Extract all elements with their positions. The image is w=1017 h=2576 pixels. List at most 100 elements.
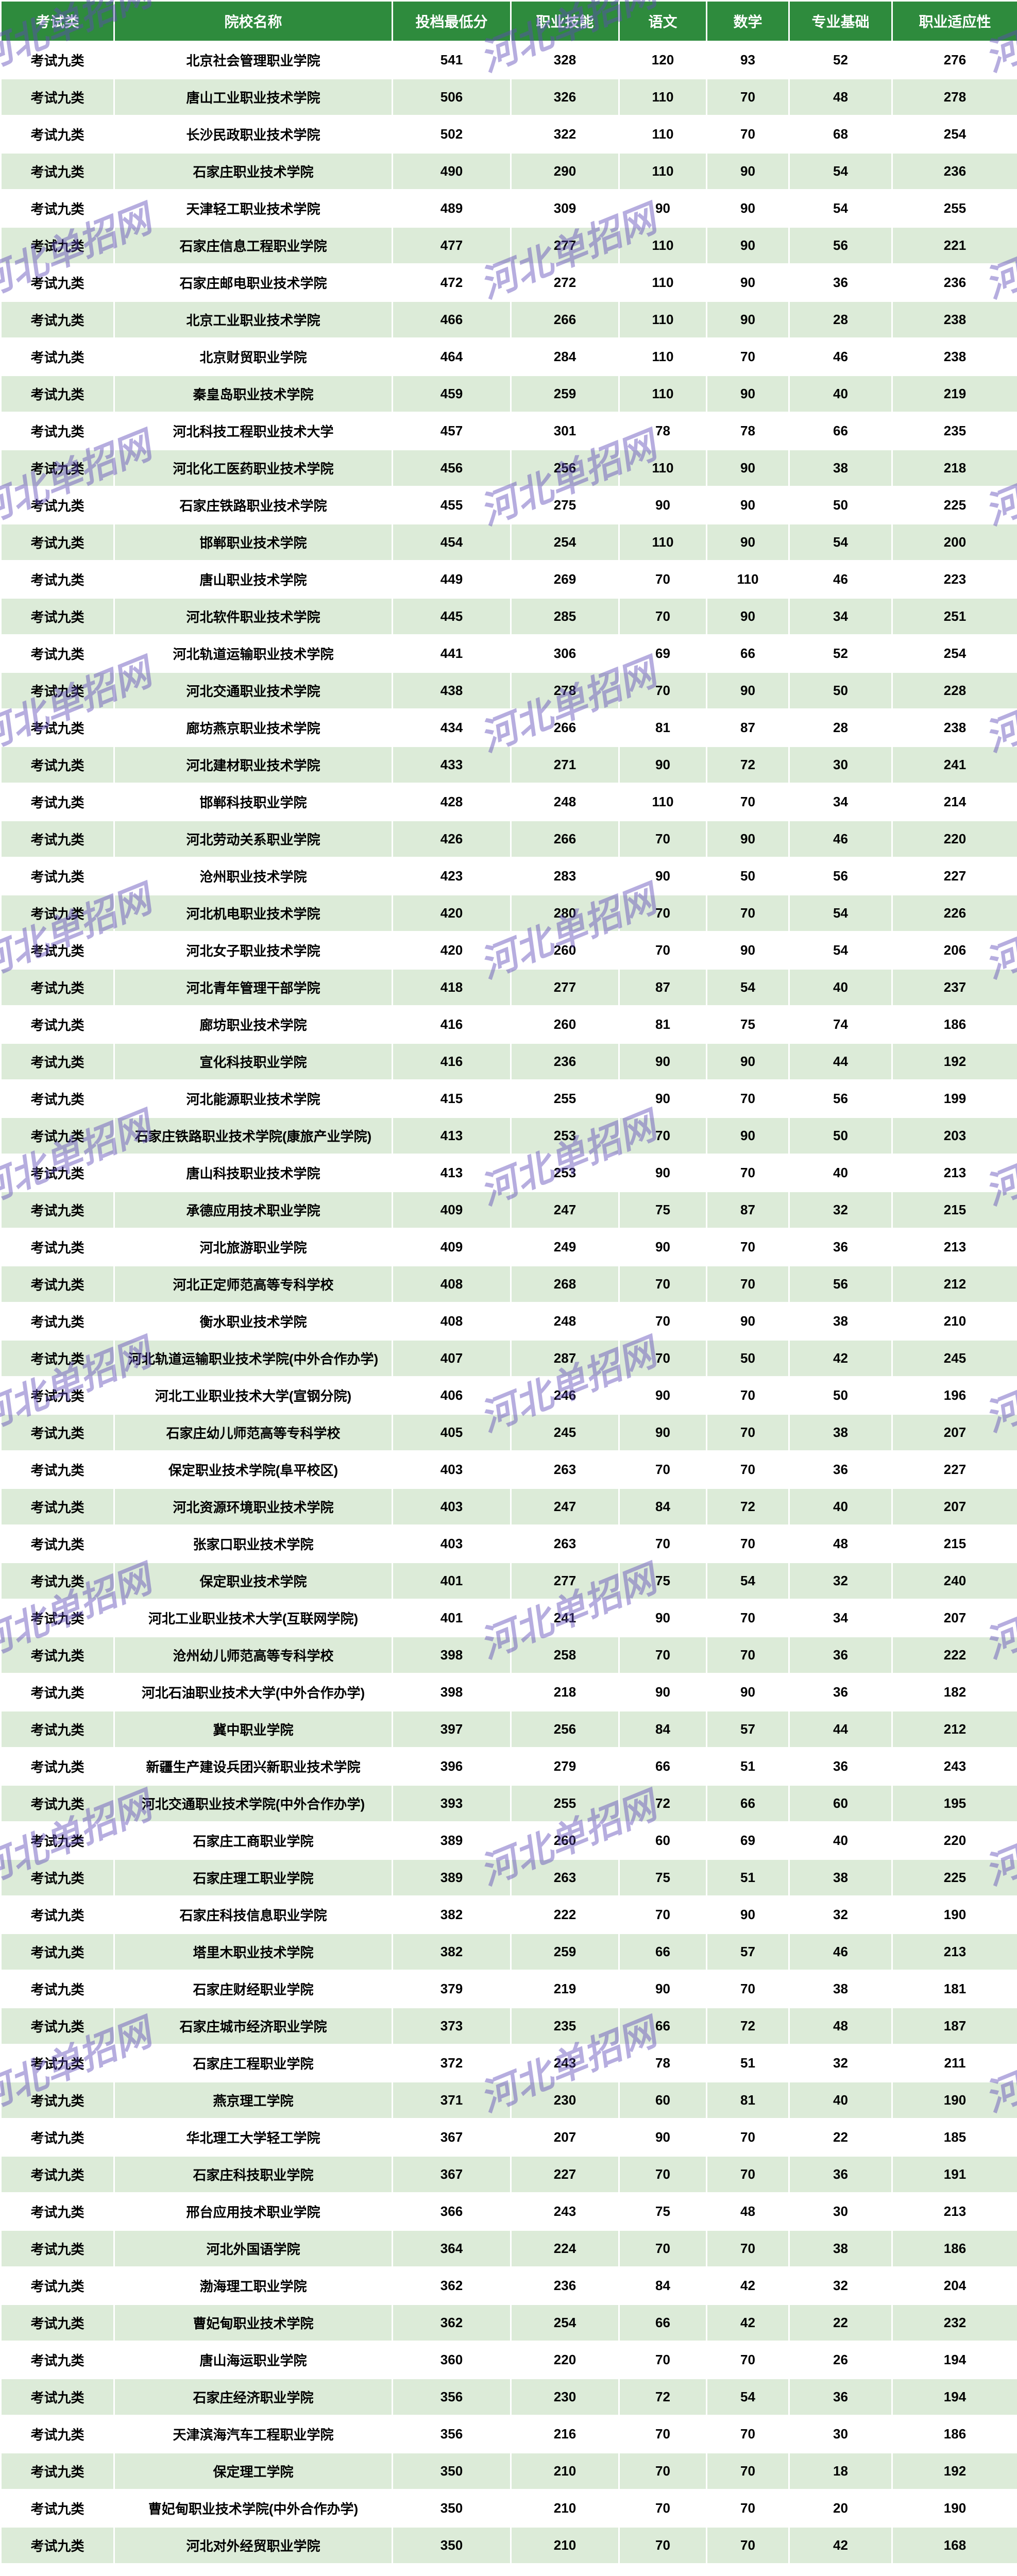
table-cell: 236 (892, 264, 1017, 301)
table-cell: 90 (619, 487, 707, 524)
table-cell: 247 (511, 1488, 619, 1526)
table-cell: 曹妃甸职业技术学院 (114, 2304, 393, 2342)
table-cell: 75 (707, 1006, 789, 1043)
table-row: 考试九类保定理工学院350210707018192 (1, 2453, 1017, 2490)
table-cell: 70 (707, 79, 789, 116)
table-cell: 52 (789, 635, 892, 672)
table-cell: 372 (393, 2045, 511, 2082)
table-cell: 360 (393, 2342, 511, 2379)
table-cell: 42 (789, 1340, 892, 1377)
table-row: 考试九类北京财贸职业学院4642841107046238 (1, 338, 1017, 376)
table-row: 考试九类石家庄职业技术学院4902901109054236 (1, 153, 1017, 190)
table-cell: 考试九类 (1, 1822, 114, 1859)
table-cell: 90 (619, 1229, 707, 1266)
table-cell: 190 (892, 2490, 1017, 2527)
table-cell: 350 (393, 2527, 511, 2564)
table-row: 考试九类石家庄工商职业学院389260606940220 (1, 1822, 1017, 1859)
table-cell: 214 (892, 784, 1017, 821)
table-row: 考试九类北京社会管理职业学院5413281209352276 (1, 42, 1017, 79)
table-cell: 考试九类 (1, 2230, 114, 2267)
table-row: 考试九类河北交通职业技术学院(中外合作办学)393255726660195 (1, 1785, 1017, 1822)
table-cell: 90 (619, 1155, 707, 1192)
table-cell: 207 (511, 2119, 619, 2156)
table-cell: 382 (393, 1896, 511, 1934)
table-cell: 225 (892, 1859, 1017, 1896)
table-cell: 70 (707, 784, 789, 821)
table-cell: 考试九类 (1, 1377, 114, 1414)
table-cell: 168 (892, 2527, 1017, 2564)
table-cell: 32 (789, 1192, 892, 1229)
table-cell: 268 (511, 1266, 619, 1303)
table-cell: 70 (707, 1637, 789, 1674)
table-row: 考试九类石家庄工程职业学院372243785132211 (1, 2045, 1017, 2082)
table-cell: 28 (789, 709, 892, 747)
table-cell: 187 (892, 2008, 1017, 2045)
table-cell: 44 (789, 1043, 892, 1080)
table-cell: 90 (707, 1117, 789, 1155)
table-cell: 90 (707, 1674, 789, 1711)
table-row: 考试九类石家庄铁路职业技术学院455275909050225 (1, 487, 1017, 524)
table-row: 考试九类唐山海运职业学院360220707026194 (1, 2342, 1017, 2379)
table-cell: 考试九类 (1, 338, 114, 376)
table-cell: 90 (707, 227, 789, 264)
table-cell: 434 (393, 709, 511, 747)
table-cell: 266 (511, 709, 619, 747)
table-cell: 22 (789, 2304, 892, 2342)
table-cell: 213 (892, 1155, 1017, 1192)
table-cell: 42 (707, 2267, 789, 2304)
table-cell: 69 (619, 635, 707, 672)
table-row: 考试九类河北轨道运输职业技术学院441306696652254 (1, 635, 1017, 672)
table-cell: 192 (892, 1043, 1017, 1080)
table-cell: 18 (789, 2453, 892, 2490)
table-cell: 245 (511, 1414, 619, 1451)
table-cell: 81 (619, 709, 707, 747)
table-cell: 60 (619, 1822, 707, 1859)
table-cell: 255 (511, 1080, 619, 1117)
table-row: 考试九类廊坊职业技术学院416260817574186 (1, 1006, 1017, 1043)
table-cell: 考试九类 (1, 2304, 114, 2342)
table-cell: 考试九类 (1, 1600, 114, 1637)
table-cell: 90 (619, 1674, 707, 1711)
table-cell: 181 (892, 1971, 1017, 2008)
table-cell: 90 (619, 1080, 707, 1117)
table-row: 考试九类天津轻工职业技术学院489309909054255 (1, 190, 1017, 227)
table-cell: 66 (789, 413, 892, 450)
table-cell: 54 (789, 190, 892, 227)
table-cell: 河北科技学院 (114, 2564, 393, 2576)
table-cell: 472 (393, 264, 511, 301)
table-cell: 70 (707, 1229, 789, 1266)
table-cell: 唐山工业职业技术学院 (114, 79, 393, 116)
table-cell: 70 (707, 2156, 789, 2193)
table-cell: 30 (789, 747, 892, 784)
table-cell: 70 (707, 1080, 789, 1117)
table-cell: 254 (892, 635, 1017, 672)
table-row: 考试九类石家庄财经职业学院379219907038181 (1, 1971, 1017, 2008)
table-row: 考试九类河北科技学院350206816332174 (1, 2564, 1017, 2576)
col-header-3: 职业技能 (511, 1, 619, 42)
table-cell: 366 (393, 2193, 511, 2230)
table-cell: 398 (393, 1637, 511, 1674)
table-cell: 50 (789, 1377, 892, 1414)
table-cell: 426 (393, 821, 511, 858)
table-cell: 石家庄财经职业学院 (114, 1971, 393, 2008)
table-cell: 408 (393, 1266, 511, 1303)
table-cell: 362 (393, 2304, 511, 2342)
table-cell: 70 (619, 1303, 707, 1340)
table-cell: 541 (393, 42, 511, 79)
table-cell: 238 (892, 338, 1017, 376)
table-cell: 90 (619, 1971, 707, 2008)
table-cell: 石家庄经济职业学院 (114, 2379, 393, 2416)
table-cell: 40 (789, 1488, 892, 1526)
table-cell: 81 (619, 2564, 707, 2576)
table-cell: 259 (511, 376, 619, 413)
table-cell: 220 (511, 2342, 619, 2379)
col-header-6: 专业基础 (789, 1, 892, 42)
table-cell: 190 (892, 2082, 1017, 2119)
table-cell: 350 (393, 2453, 511, 2490)
table-cell: 271 (511, 747, 619, 784)
table-cell: 48 (789, 2008, 892, 2045)
table-row: 考试九类冀中职业学院397256845744212 (1, 1711, 1017, 1748)
table-cell: 445 (393, 598, 511, 635)
table-cell: 272 (511, 264, 619, 301)
table-cell: 90 (707, 932, 789, 969)
